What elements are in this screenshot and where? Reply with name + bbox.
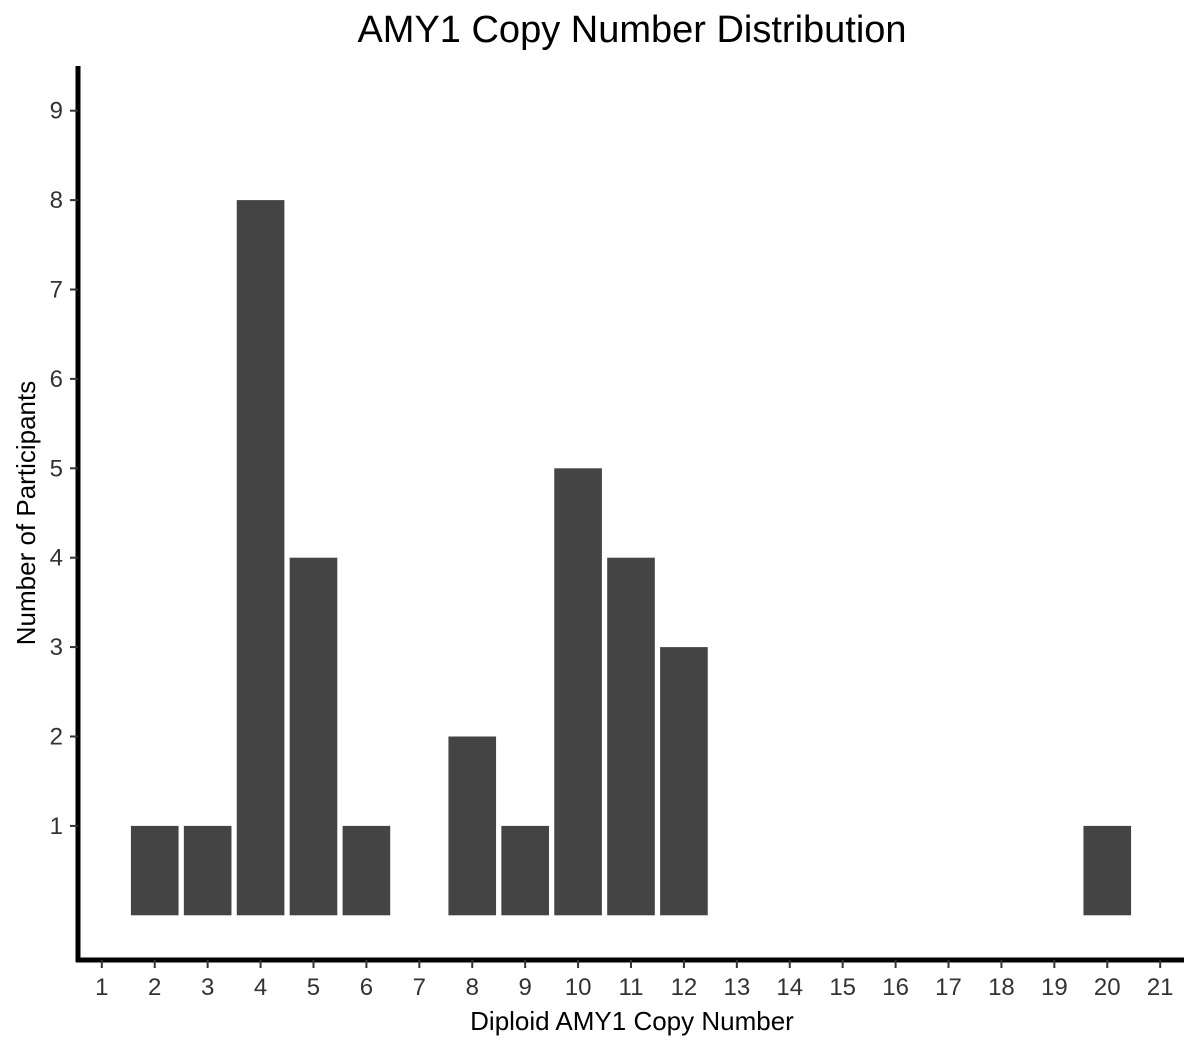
chart-title: AMY1 Copy Number Distribution: [357, 9, 906, 51]
bar-4: [236, 200, 285, 916]
x-tick-label: 3: [201, 974, 214, 1001]
y-tick-label: 9: [50, 98, 63, 125]
x-tick-label: 10: [565, 974, 592, 1001]
bar-9: [501, 825, 549, 916]
bar-20: [1083, 825, 1132, 916]
bar-3: [183, 825, 232, 916]
x-tick-label: 13: [723, 974, 750, 1001]
x-tick-label: 17: [935, 974, 962, 1001]
y-tick-label: 5: [50, 455, 63, 482]
x-tick-label: 19: [1041, 974, 1068, 1001]
bars-group: [130, 200, 1132, 916]
bar-2: [130, 825, 179, 916]
x-tick-label: 18: [988, 974, 1015, 1001]
bar-5: [289, 557, 338, 916]
x-tick-label: 8: [466, 974, 479, 1001]
x-tick-label: 21: [1147, 974, 1174, 1001]
x-axis-title: Diploid AMY1 Copy Number: [470, 1006, 794, 1036]
y-tick-label: 4: [50, 545, 63, 572]
x-tick-label: 1: [95, 974, 108, 1001]
bar-6: [342, 825, 391, 916]
y-tick-label: 1: [50, 813, 63, 840]
x-tick-label: 5: [307, 974, 320, 1001]
y-axis-title: Number of Participants: [11, 381, 41, 645]
x-tick-label: 20: [1094, 974, 1121, 1001]
x-tick-label: 7: [413, 974, 426, 1001]
x-tick-label: 11: [619, 974, 644, 1001]
y-tick-label: 6: [50, 366, 63, 393]
x-ticks-group: 1 2 3 4 5 6 7 8 9 10 11 12 13 14 15 16 17 18 19 20 21: [95, 960, 1174, 1001]
x-tick-label: 4: [254, 974, 267, 1001]
bar-10: [554, 468, 602, 916]
x-tick-label: 16: [882, 974, 909, 1001]
x-tick-label: 12: [671, 974, 698, 1001]
y-tick-label: 2: [50, 724, 63, 751]
bar-11: [607, 557, 655, 916]
x-tick-label: 15: [829, 974, 856, 1001]
x-tick-label: 6: [360, 974, 373, 1001]
bar-8: [448, 736, 497, 916]
x-tick-label: 9: [518, 974, 531, 1001]
y-tick-label: 3: [50, 634, 63, 661]
bar-12: [660, 647, 708, 916]
y-tick-label: 8: [50, 187, 63, 214]
x-tick-label: 2: [148, 974, 161, 1001]
x-tick-label: 14: [776, 974, 803, 1001]
y-ticks-group: 1 2 3 4 5 6 7 8 9: [50, 98, 78, 840]
y-tick-label: 7: [50, 277, 63, 304]
